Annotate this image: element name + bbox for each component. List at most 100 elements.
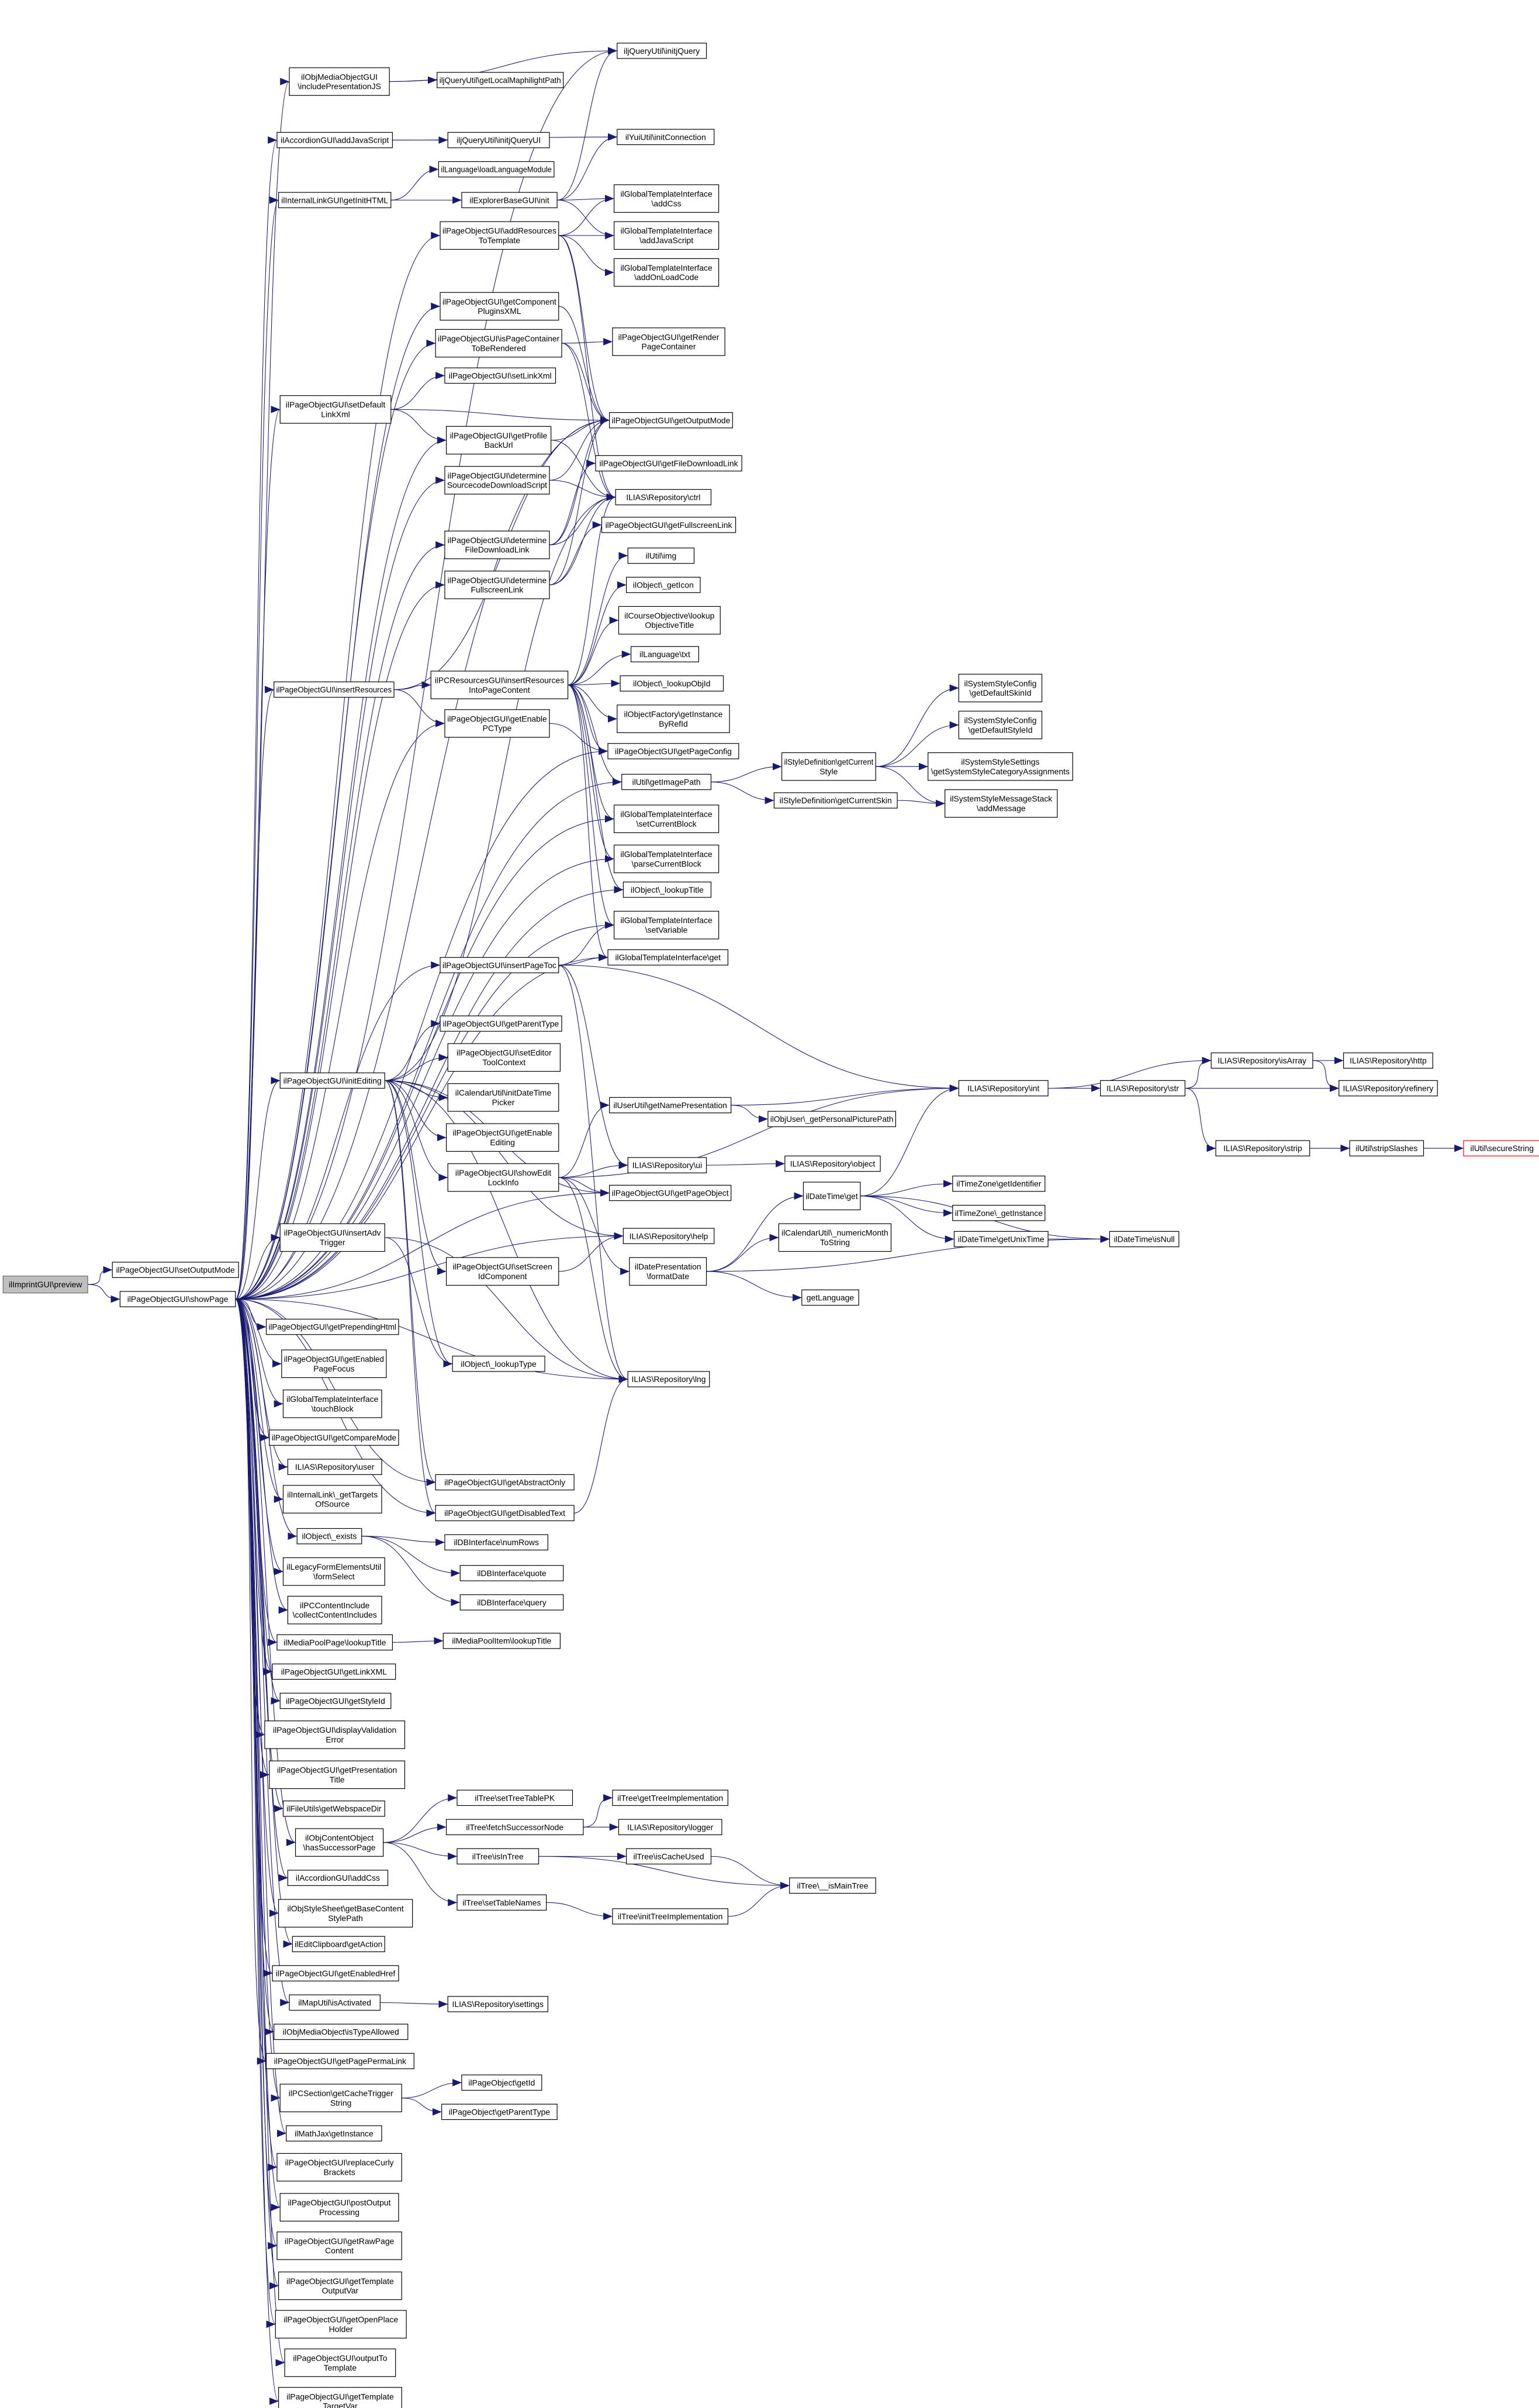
graph-node-repoCtrl[interactable]: ILIAS\Repository\ctrl — [615, 489, 712, 506]
graph-node-setOutputMode[interactable]: ilPageObjectGUI\setOutputMode — [112, 1262, 239, 1278]
graph-node-mpiLookupTitle[interactable]: ilMediaPoolItem\lookupTitle — [442, 1632, 561, 1649]
graph-node-formatDate[interactable]: ilDatePresentation\formatDate — [629, 1257, 707, 1286]
graph-node-insertPageToc[interactable]: ilPageObjectGUI\insertPageToc — [440, 957, 559, 973]
graph-node-secureString[interactable]: ilUtil\secureString — [1463, 1140, 1539, 1156]
graph-node-initEditing[interactable]: ilPageObjectGUI\initEditing — [279, 1072, 385, 1089]
graph-node-getFileDownloadLink[interactable]: ilPageObjectGUI\getFileDownloadLink — [595, 455, 742, 472]
graph-node-clipGetAction[interactable]: ilEditClipboard\getAction — [292, 1936, 385, 1953]
graph-node-setVariable[interactable]: ilGlobalTemplateInterface\setVariable — [613, 911, 720, 939]
graph-node-getUnixTime[interactable]: ilDateTime\getUnixTime — [953, 1231, 1049, 1248]
graph-node-isCacheUsed[interactable]: ilTree\isCacheUsed — [626, 1848, 712, 1865]
graph-node-getParentTypeGUI[interactable]: ilPageObjectGUI\getParentType — [440, 1015, 562, 1032]
graph-node-repoSettings[interactable]: ILIAS\Repository\settings — [447, 1996, 548, 2012]
graph-node-repoLng[interactable]: ILIAS\Repository\lng — [627, 1371, 710, 1387]
graph-node-getDefaultSkinId[interactable]: ilSystemStyleConfig\getDefaultSkinId — [958, 673, 1043, 703]
graph-node-initConnection[interactable]: ilYuiUtil\initConnection — [617, 129, 715, 146]
graph-node-preview[interactable]: ilImprintGUI\preview — [2, 1276, 88, 1294]
graph-node-initjQuery[interactable]: iljQueryUtil\initjQuery — [617, 43, 707, 59]
graph-node-gtiGet[interactable]: ilGlobalTemplateInterface\get — [607, 949, 729, 966]
graph-node-getSystemStyleCategoryAssignments[interactable]: ilSystemStyleSettings\getSystemStyleCate… — [928, 752, 1073, 781]
graph-node-stripSlashes[interactable]: ilUtil\stripSlashes — [1349, 1140, 1424, 1156]
graph-node-determineSourcecode[interactable]: ilPageObjectGUI\determineSourcecodeDownl… — [444, 466, 550, 495]
graph-node-getAbstractOnly[interactable]: ilPageObjectGUI\getAbstractOnly — [435, 1474, 575, 1491]
graph-node-inclPresJS[interactable]: ilObjMediaObjectGUI\includePresentationJ… — [289, 67, 390, 96]
graph-node-numRows[interactable]: ilDBInterface\numRows — [444, 1534, 548, 1550]
graph-node-repoStr[interactable]: ILIAS\Repository\str — [1099, 1080, 1185, 1097]
graph-node-isTypeAllowed[interactable]: ilObjMediaObject\isTypeAllowed — [274, 2023, 409, 2040]
graph-node-getLocalMaphilightPath[interactable]: iljQueryUtil\getLocalMaphilightPath — [437, 72, 564, 88]
graph-node-dateTimeGet[interactable]: ilDateTime\get — [803, 1181, 861, 1211]
graph-node-loadLanguageModule[interactable]: ilLanguage\loadLanguageModule — [438, 161, 555, 178]
graph-node-repoHttp[interactable]: ILIAS\Repository\http — [1343, 1052, 1433, 1069]
graph-node-utilImg[interactable]: ilUtil\img — [627, 547, 695, 564]
graph-node-collectContentIncludes[interactable]: ilPCContentInclude\collectContentInclude… — [287, 1595, 382, 1625]
graph-node-initTreeImplementation[interactable]: ilTree\initTreeImplementation — [612, 1908, 729, 1925]
graph-node-getWebspaceDir[interactable]: ilFileUtils\getWebspaceDir — [282, 1800, 385, 1817]
graph-node-initjQueryUI[interactable]: iljQueryUtil\initjQueryUI — [447, 132, 550, 148]
graph-node-parseCurrentBlock[interactable]: ilGlobalTemplateInterface\parseCurrentBl… — [613, 844, 720, 873]
graph-node-mathJaxGetInstance[interactable]: ilMathJax\getInstance — [286, 2125, 382, 2142]
graph-node-repoObject[interactable]: ILIAS\Repository\object — [784, 1155, 881, 1172]
graph-node-repoStrip[interactable]: ILIAS\Repository\strip — [1215, 1140, 1310, 1156]
graph-node-getStyleId[interactable]: ilPageObjectGUI\getStyleId — [279, 1692, 392, 1709]
graph-node-accAddCss[interactable]: ilAccordionGUI\addCss — [287, 1870, 389, 1886]
graph-node-pageGetParentType[interactable]: ilPageObject\getParentType — [441, 2103, 558, 2120]
graph-node-getOutputMode[interactable]: ilPageObjectGUI\getOutputMode — [609, 412, 733, 429]
graph-node-getPagePermaLink[interactable]: ilPageObjectGUI\getPagePermaLink — [265, 2053, 414, 2070]
graph-node-gtiAddCss[interactable]: ilGlobalTemplateInterface\addCss — [613, 184, 720, 213]
graph-node-repoLogger[interactable]: ILIAS\Repository\logger — [618, 1819, 722, 1836]
graph-node-insertResources[interactable]: ilPageObjectGUI\insertResources — [274, 681, 395, 698]
graph-node-lookupType[interactable]: ilObject\_lookupType — [452, 1356, 545, 1372]
graph-node-langTxt[interactable]: ilLanguage\txt — [630, 646, 699, 662]
graph-node-explorerInit[interactable]: ilExplorerBaseGUI\init — [461, 192, 558, 209]
graph-node-gtiAddJavaScript[interactable]: ilGlobalTemplateInterface\addJavaScript — [613, 221, 720, 250]
graph-node-gtiAddOnLoadCode[interactable]: ilGlobalTemplateInterface\addOnLoadCode — [613, 258, 720, 287]
graph-node-fetchSuccessorNode[interactable]: ilTree\fetchSuccessorNode — [445, 1819, 584, 1836]
graph-node-getFullscreenLink[interactable]: ilPageObjectGUI\getFullscreenLink — [601, 517, 736, 533]
graph-node-getLinkXML[interactable]: ilPageObjectGUI\getLinkXML — [272, 1663, 396, 1680]
graph-node-getPrependingHtml[interactable]: ilPageObjectGUI\getPrependingHtml — [265, 1318, 399, 1335]
graph-node-showPage[interactable]: ilPageObjectGUI\showPage — [119, 1291, 236, 1307]
graph-node-insertResourcesIntoPageContent[interactable]: ilPCResourcesGUI\insertResourcesIntoPage… — [430, 671, 569, 699]
graph-node-isPageContainerToBeRendered[interactable]: ilPageObjectGUI\isPageContainerToBeRende… — [435, 329, 562, 358]
graph-node-repoInt[interactable]: ILIAS\Repository\int — [958, 1080, 1049, 1097]
graph-node-repoUi[interactable]: ILIAS\Repository\ui — [627, 1157, 707, 1173]
graph-node-repoRefinery[interactable]: ILIAS\Repository\refinery — [1339, 1080, 1438, 1097]
graph-node-getPageConfig[interactable]: ilPageObjectGUI\getPageConfig — [607, 743, 739, 759]
graph-node-getIdentifier[interactable]: ilTimeZone\getIdentifier — [952, 1175, 1046, 1192]
graph-node-getCompareMode[interactable]: ilPageObjectGUI\getCompareMode — [269, 1429, 399, 1446]
graph-node-formSelect[interactable]: ilLegacyFormElementsUtil\formSelect — [282, 1557, 385, 1586]
graph-node-getLanguage[interactable]: getLanguage — [801, 1289, 859, 1306]
graph-node-isInTree[interactable]: ilTree\isInTree — [456, 1848, 539, 1865]
graph-node-pageGetId[interactable]: ilPageObject\getId — [461, 2074, 542, 2091]
graph-node-getCurrentSkin[interactable]: ilStyleDefinition\getCurrentSkin — [773, 792, 898, 809]
graph-node-query[interactable]: ilDBInterface\query — [459, 1594, 564, 1611]
graph-node-hasSuccessorPage[interactable]: ilObjContentObject\hasSuccessorPage — [295, 1828, 384, 1857]
graph-node-determineFileDownloadLink[interactable]: ilPageObjectGUI\determineFileDownloadLin… — [444, 530, 550, 559]
graph-node-quote[interactable]: ilDBInterface\quote — [459, 1565, 564, 1581]
